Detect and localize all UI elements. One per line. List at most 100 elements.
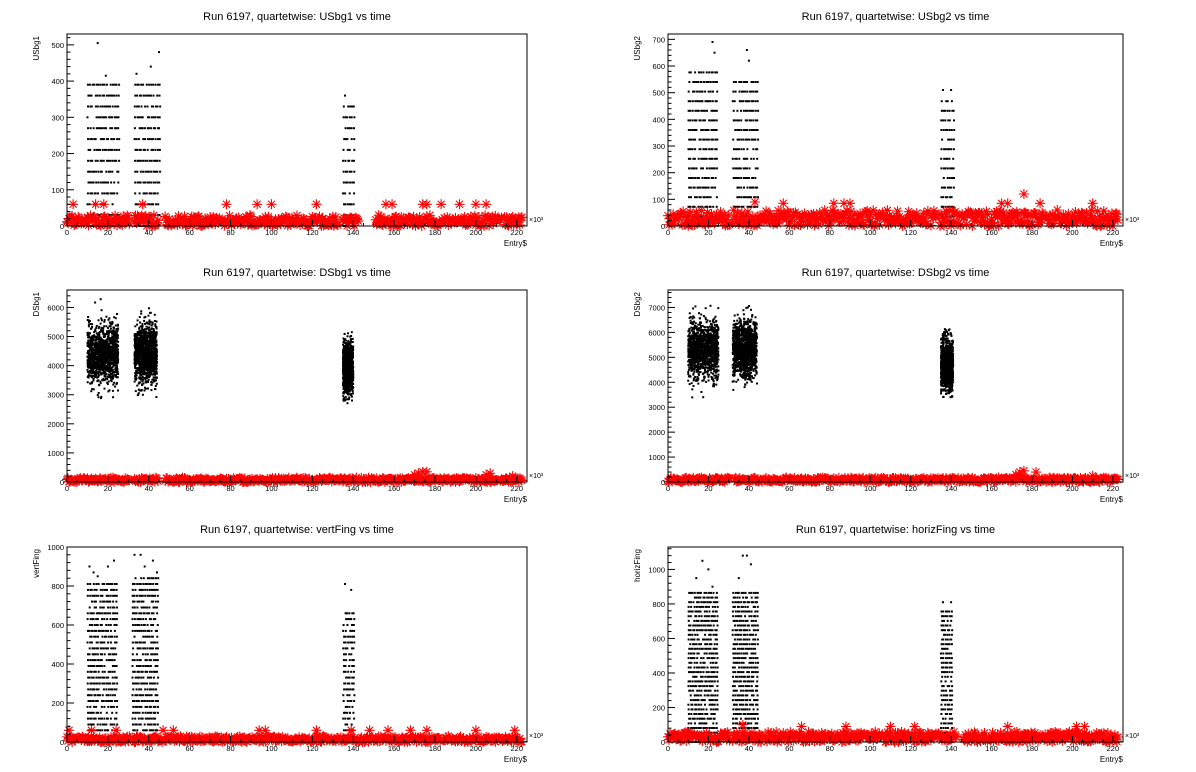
data-point: [990, 209, 1001, 220]
data-point: [1045, 210, 1056, 221]
data-point: [103, 116, 106, 119]
data-point: [91, 376, 94, 379]
data-point: [115, 159, 118, 162]
data-point: [102, 351, 105, 354]
data-point: [947, 138, 950, 141]
data-point: [771, 211, 782, 222]
data-point: [136, 170, 139, 173]
data-point: [99, 211, 110, 222]
data-point: [137, 138, 140, 141]
y-tick-label: 300: [652, 142, 665, 151]
data-point: [845, 198, 855, 209]
data-point: [133, 344, 136, 347]
data-point: [411, 213, 422, 224]
data-point: [704, 90, 707, 93]
data-point: [976, 208, 987, 219]
data-point: [104, 365, 107, 368]
data-point: [1087, 198, 1098, 209]
data-point: [108, 217, 118, 228]
data-point: [142, 331, 145, 334]
data-point: [349, 105, 352, 108]
data-point: [710, 119, 713, 122]
data-point: [750, 205, 752, 208]
data-point: [136, 384, 139, 387]
data-point: [141, 362, 144, 365]
data-point: [103, 364, 106, 367]
data-point: [93, 365, 96, 367]
data-point: [732, 109, 735, 112]
data-point: [104, 347, 107, 350]
data-point: [90, 138, 93, 141]
data-point: [136, 362, 139, 365]
data-point: [99, 353, 102, 356]
data-point: [155, 344, 158, 347]
data-point: [86, 332, 89, 335]
data-point: [742, 109, 745, 112]
data-point: [98, 325, 101, 328]
data-point: [108, 368, 111, 370]
data-point: [106, 383, 109, 385]
data-point: [1077, 208, 1088, 219]
data-point: [688, 138, 691, 141]
data-point: [143, 361, 146, 364]
data-point: [342, 192, 345, 195]
data-point: [100, 345, 103, 348]
data-point: [702, 207, 713, 218]
data-point: [108, 389, 111, 392]
data-point: [742, 177, 745, 179]
data-point: [83, 220, 94, 231]
x-tick-label: 100: [265, 228, 278, 237]
data-point: [353, 192, 356, 195]
data-point: [146, 159, 149, 162]
data-point: [139, 148, 142, 151]
data-point: [98, 366, 101, 369]
data-point: [454, 199, 465, 210]
data-point: [350, 339, 352, 342]
data-point: [101, 116, 104, 119]
scatter-panel-1: Run 6197, quartetwise: USbg1 vs timeUSbg…: [32, 11, 544, 248]
data-point: [699, 196, 702, 199]
data-point: [111, 366, 114, 369]
data-point: [153, 159, 156, 162]
data-point: [150, 371, 153, 374]
data-point: [99, 116, 102, 119]
data-point: [110, 327, 113, 330]
data-point: [105, 94, 108, 97]
data-point: [740, 81, 742, 83]
data-point: [140, 389, 143, 392]
data-point: [682, 212, 693, 223]
data-point: [139, 354, 142, 357]
data-point: [86, 345, 89, 347]
data-point: [495, 215, 506, 226]
data-point: [222, 214, 233, 225]
data-point: [693, 157, 696, 160]
data-point: [95, 332, 98, 335]
data-point: [146, 350, 149, 353]
data-point: [736, 148, 739, 151]
data-point: [110, 348, 113, 351]
data-point: [117, 116, 120, 119]
data-point: [711, 157, 714, 160]
data-point: [111, 372, 113, 375]
data-point: [697, 81, 700, 83]
data-point: [142, 347, 145, 350]
data-point: [88, 94, 91, 97]
data-point: [1098, 206, 1109, 217]
data-point: [96, 216, 107, 227]
y-tick-label: 200: [51, 150, 64, 159]
data-point: [93, 344, 96, 347]
data-point: [138, 148, 141, 151]
data-point: [748, 196, 750, 199]
data-point: [93, 331, 96, 334]
data-point: [158, 83, 161, 86]
data-point: [112, 396, 115, 399]
data-point: [109, 338, 112, 341]
x-tick-label: 80: [226, 228, 234, 237]
data-point: [117, 372, 120, 375]
data-point: [482, 213, 493, 224]
data-point: [344, 170, 347, 173]
data-point: [112, 375, 115, 377]
data-point: [507, 211, 518, 222]
data-point: [137, 349, 140, 352]
data-point: [704, 148, 707, 151]
